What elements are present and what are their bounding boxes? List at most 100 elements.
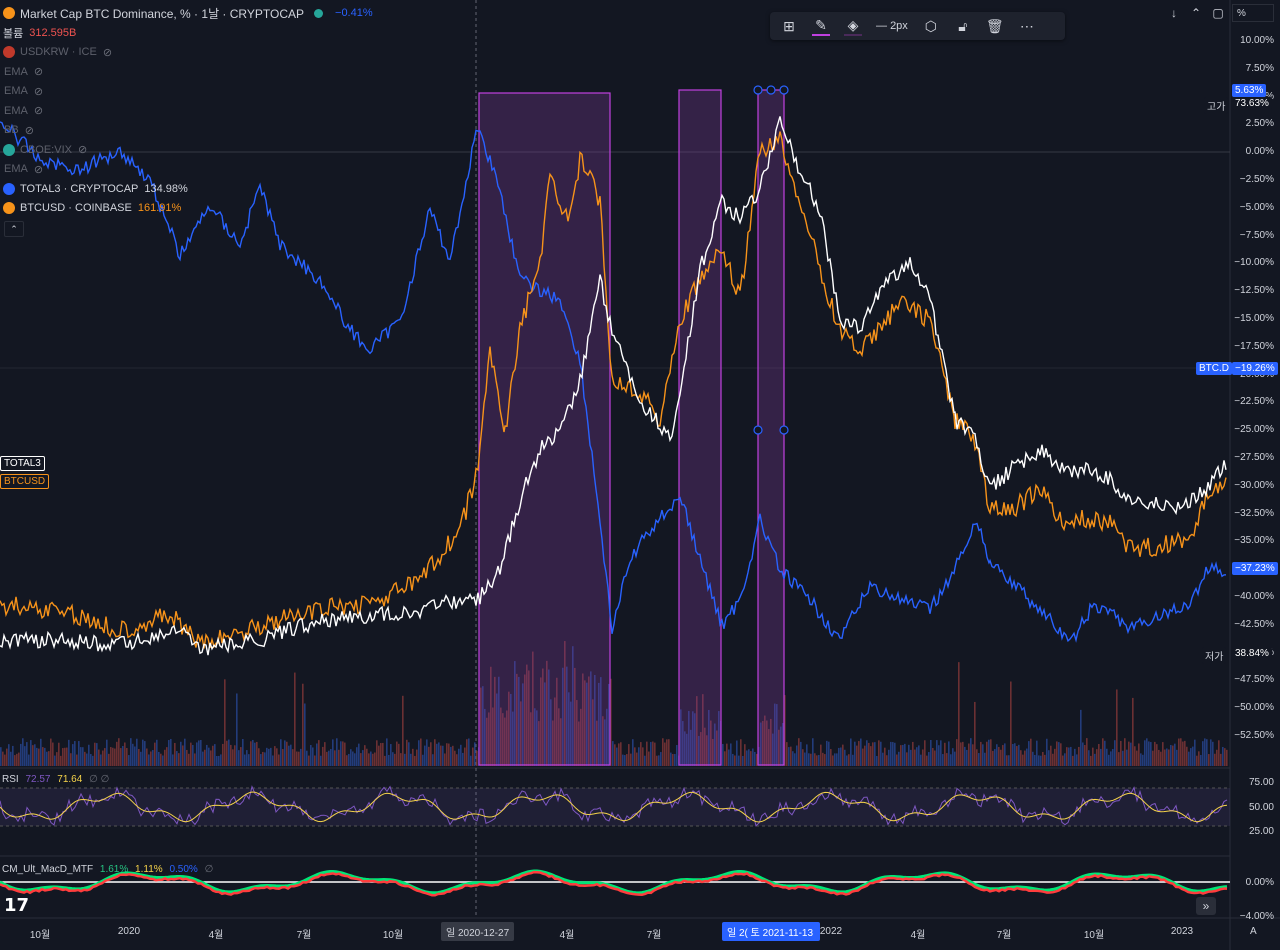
selection-handle [779,425,789,435]
main-symbol-legend[interactable]: Market Cap BTC Dominance, % · 1날 · CRYPT… [0,4,373,22]
macd-signal-line [0,870,1227,897]
legend-item[interactable]: BTCUSD · COINBASE 161.91% [0,199,181,217]
line-width-button[interactable]: — 2px [876,20,908,32]
volume-bar [644,755,646,766]
volume-bar [360,753,362,766]
volume-bar [666,739,668,766]
volume-bar [92,755,94,766]
volume-bar [830,749,832,766]
volume-bar [58,742,60,766]
hidden-eye-icon[interactable]: ⊘ [102,46,113,59]
volume-bar [98,749,100,766]
more-icon[interactable]: ⋯ [1019,17,1034,34]
volume-bar [460,744,462,766]
volume-bar [864,745,866,766]
volume-bar [1226,749,1228,766]
hidden-eye-icon[interactable]: ⊘ [33,85,44,98]
arrow-down-icon[interactable]: ↓ [1171,6,1177,20]
volume-bar [282,749,284,766]
line-color-icon[interactable]: ✎ [812,17,830,36]
scroll-to-realtime-button[interactable]: » [1196,897,1216,915]
volume-bar [218,755,220,766]
volume-bar [1102,738,1104,766]
hidden-eye-icon[interactable]: ⊘ [77,144,88,156]
legend-item[interactable]: EMA ⊘ [0,82,43,100]
volume-bar [246,750,248,766]
volume-bar [1064,753,1066,766]
legend-item[interactable]: CBOE:VIX ⊘ [0,141,87,159]
hidden-eye-icon[interactable]: ⊘ [33,105,44,117]
rsi-legend[interactable]: RSI 72.57 71.64 ∅ ∅ [2,774,109,785]
volume-bar [1030,738,1032,766]
volume-bar [254,742,256,766]
selection-handle [753,425,763,435]
highlight-rectangle [478,92,611,766]
volume-bar [1198,751,1200,766]
legend-item[interactable]: EMA ⊘ [0,102,43,120]
volume-bar [634,747,636,766]
volume-bar [904,743,906,766]
volume-legend[interactable]: 볼륨 312.595B [0,24,76,42]
legend-item-name: BB [4,124,19,136]
volume-bar [736,740,738,766]
volume-bar [1056,741,1058,766]
volume-bar [1000,749,1002,766]
hidden-eye-icon[interactable]: ⊘ [24,124,34,137]
maximize-icon[interactable]: ▢ [1212,6,1224,20]
legend-item[interactable]: EMA ⊘ [0,63,43,81]
collapse-icon[interactable]: ⌃ [1190,6,1202,20]
delete-icon[interactable]: 🗑︎ [985,17,1004,34]
volume-bar [88,744,90,766]
volume-bar [418,740,420,766]
auto-scale-icon[interactable]: A [1250,926,1257,937]
volume-bar [618,743,620,766]
volume-bar [942,754,944,766]
volume-bar [804,752,806,766]
volume-bar [312,747,314,766]
price-axis-tick: 10.00% [1240,35,1274,46]
volume-bar [1110,751,1112,766]
hidden-eye-icon[interactable]: ⊘ [33,66,44,78]
volume-bar [354,753,356,766]
settings-icon[interactable]: ⬡ [924,17,937,34]
volume-bar [892,742,894,766]
symbol-icon [3,182,15,195]
volume-bar [186,749,188,766]
legend-item[interactable]: EMA ⊘ [0,160,43,178]
price-axis-tick: −17.50% [1234,340,1274,352]
volume-bar [1052,753,1054,766]
legend-item[interactable]: USDKRW · ICE ⊘ [0,43,112,61]
volume-bar [296,751,298,766]
volume-bar [122,746,124,766]
lock-icon[interactable]: 🔓︎ [958,17,968,34]
volume-bar [214,744,216,766]
volume-bar [1196,755,1198,766]
volume-bar [12,745,14,766]
macd-legend[interactable]: CM_Ult_MacD_MTF 1.61% 1.11% 0.50% ∅ [2,864,213,875]
volume-bar [1016,746,1018,766]
legend-item[interactable]: BB ⊘ [0,121,34,139]
volume-bar [462,752,464,766]
scale-mode-field[interactable]: % [1232,4,1274,22]
legend-item-name: TOTAL3 · CRYPTOCAP [20,182,139,195]
volume-bar [346,755,348,766]
volume-bar [150,751,152,766]
volume-bar [406,739,408,766]
volume-bar [946,753,948,766]
volume-bar [306,750,308,766]
volume-bar [176,751,178,766]
volume-bar [432,754,434,766]
volume-bar [996,744,998,766]
hidden-eye-icon[interactable]: ⊘ [33,163,44,176]
price-axis-tick: −35.00% [1234,535,1274,547]
legend-item[interactable]: TOTAL3 · CRYPTOCAP 134.98% [0,180,188,198]
volume-bar [314,755,316,766]
template-icon[interactable]: ⊞ [783,17,795,34]
fill-color-icon[interactable]: ◈ [844,17,862,36]
volume-bar [616,747,618,766]
volume-bar [428,746,430,766]
volume-bar [538,721,540,766]
volume-bar [1022,754,1024,766]
collapse-legend-button[interactable]: ⌃ [4,221,24,237]
